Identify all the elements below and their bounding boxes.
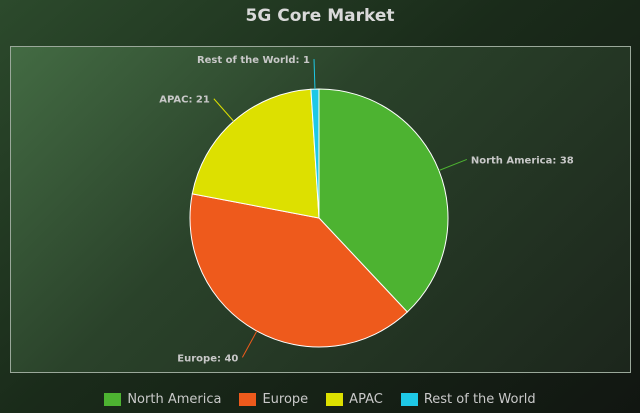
legend-label: APAC	[349, 391, 383, 407]
legend-item[interactable]: Europe	[239, 392, 308, 407]
slice-callout-label: APAC: 21	[159, 95, 210, 106]
legend: North America Europe APAC Rest of the World	[0, 388, 640, 410]
pie-slice-north-america	[318, 88, 449, 313]
chart-title: 5G Core Market	[245, 6, 395, 26]
legend-label: North America	[127, 391, 222, 407]
legend-swatch	[239, 392, 257, 406]
callout-line	[313, 59, 316, 90]
callout-line	[213, 98, 235, 122]
legend-swatch	[104, 392, 122, 406]
legend-item[interactable]: Rest of the World	[400, 391, 536, 407]
callout-line	[438, 159, 468, 171]
legend-label: Europe	[262, 391, 309, 407]
slice-callout-label: Rest of the World: 1	[197, 55, 310, 66]
pie-slice-rest-of-the-world	[310, 88, 320, 219]
legend-item[interactable]: North America	[104, 392, 221, 407]
slice-callout-label: North America: 38	[471, 155, 574, 166]
callout-line	[241, 330, 258, 358]
legend-label: Rest of the World	[423, 391, 536, 407]
slice-callout-label: Europe: 40	[177, 353, 238, 364]
legend-swatch	[400, 392, 418, 406]
legend-item[interactable]: APAC	[326, 392, 383, 407]
pie-slice-apac	[191, 88, 320, 219]
legend-swatch	[326, 392, 344, 406]
pie-slice-europe	[189, 193, 409, 348]
